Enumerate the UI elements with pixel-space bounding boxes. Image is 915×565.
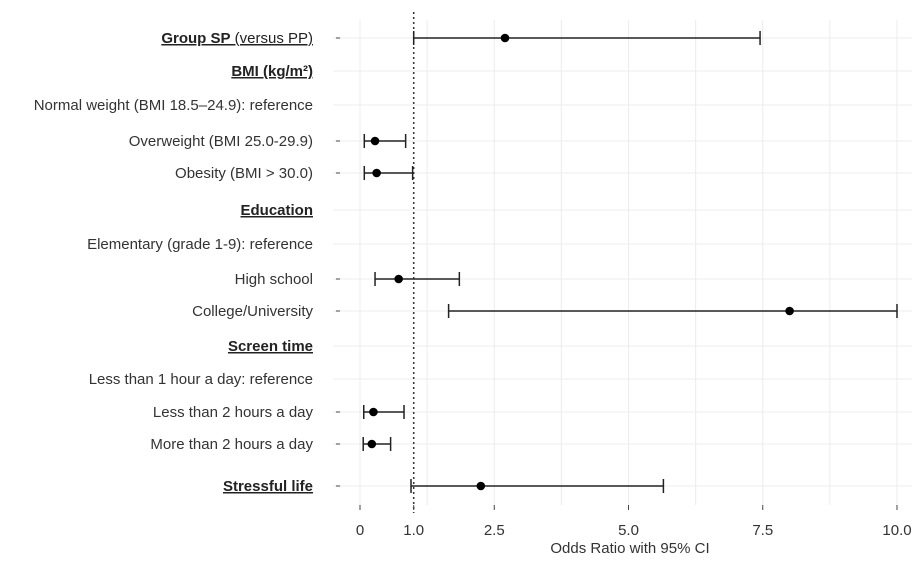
- x-tick-label: 10.0: [882, 522, 911, 539]
- x-axis: 0 1.0 2.5 5.0 7.5 10.0: [356, 505, 912, 539]
- row-label: More than 2 hours a day: [150, 436, 313, 453]
- row-label: Overweight (BMI 25.0-29.9): [129, 133, 313, 150]
- row-header-label: Education: [240, 202, 313, 219]
- point-estimate: [394, 274, 403, 284]
- x-tick-label: 5.0: [618, 522, 639, 539]
- point-estimate: [372, 168, 381, 178]
- row-label: College/University: [192, 303, 313, 320]
- point-estimate: [367, 439, 377, 449]
- x-tick-label: 2.5: [484, 522, 505, 539]
- row-label: Normal weight (BMI 18.5–24.9): reference: [34, 97, 313, 114]
- point-estimate: [370, 136, 380, 146]
- grid-layer: [333, 12, 912, 513]
- row-header-label: Group SP (versus PP): [161, 30, 313, 47]
- row-label: Less than 2 hours a day: [153, 404, 314, 421]
- row-label-note: (versus PP): [230, 30, 313, 47]
- point-estimate: [476, 481, 486, 491]
- row-label: Less than 1 hour a day: reference: [89, 371, 313, 388]
- row-labels: Group SP (versus PP) BMI (kg/m²) Normal we…: [34, 30, 314, 495]
- x-axis-label: Odds Ratio with 95% CI: [550, 540, 709, 557]
- row-label: High school: [235, 271, 313, 288]
- ci-marks: [336, 31, 898, 493]
- point-estimate: [369, 407, 378, 417]
- row-label: Elementary (grade 1-9): reference: [87, 236, 313, 253]
- row-header-label: Stressful life: [223, 478, 313, 495]
- row-header-label: BMI (kg/m²): [231, 63, 313, 80]
- point-estimate: [500, 33, 510, 43]
- row-label: Obesity (BMI > 30.0): [175, 165, 313, 182]
- row-header-label: Screen time: [228, 338, 313, 355]
- x-tick-label: 7.5: [752, 522, 773, 539]
- x-tick-label: 0: [356, 522, 364, 539]
- x-tick-label: 1.0: [403, 522, 424, 539]
- point-estimate: [785, 306, 794, 316]
